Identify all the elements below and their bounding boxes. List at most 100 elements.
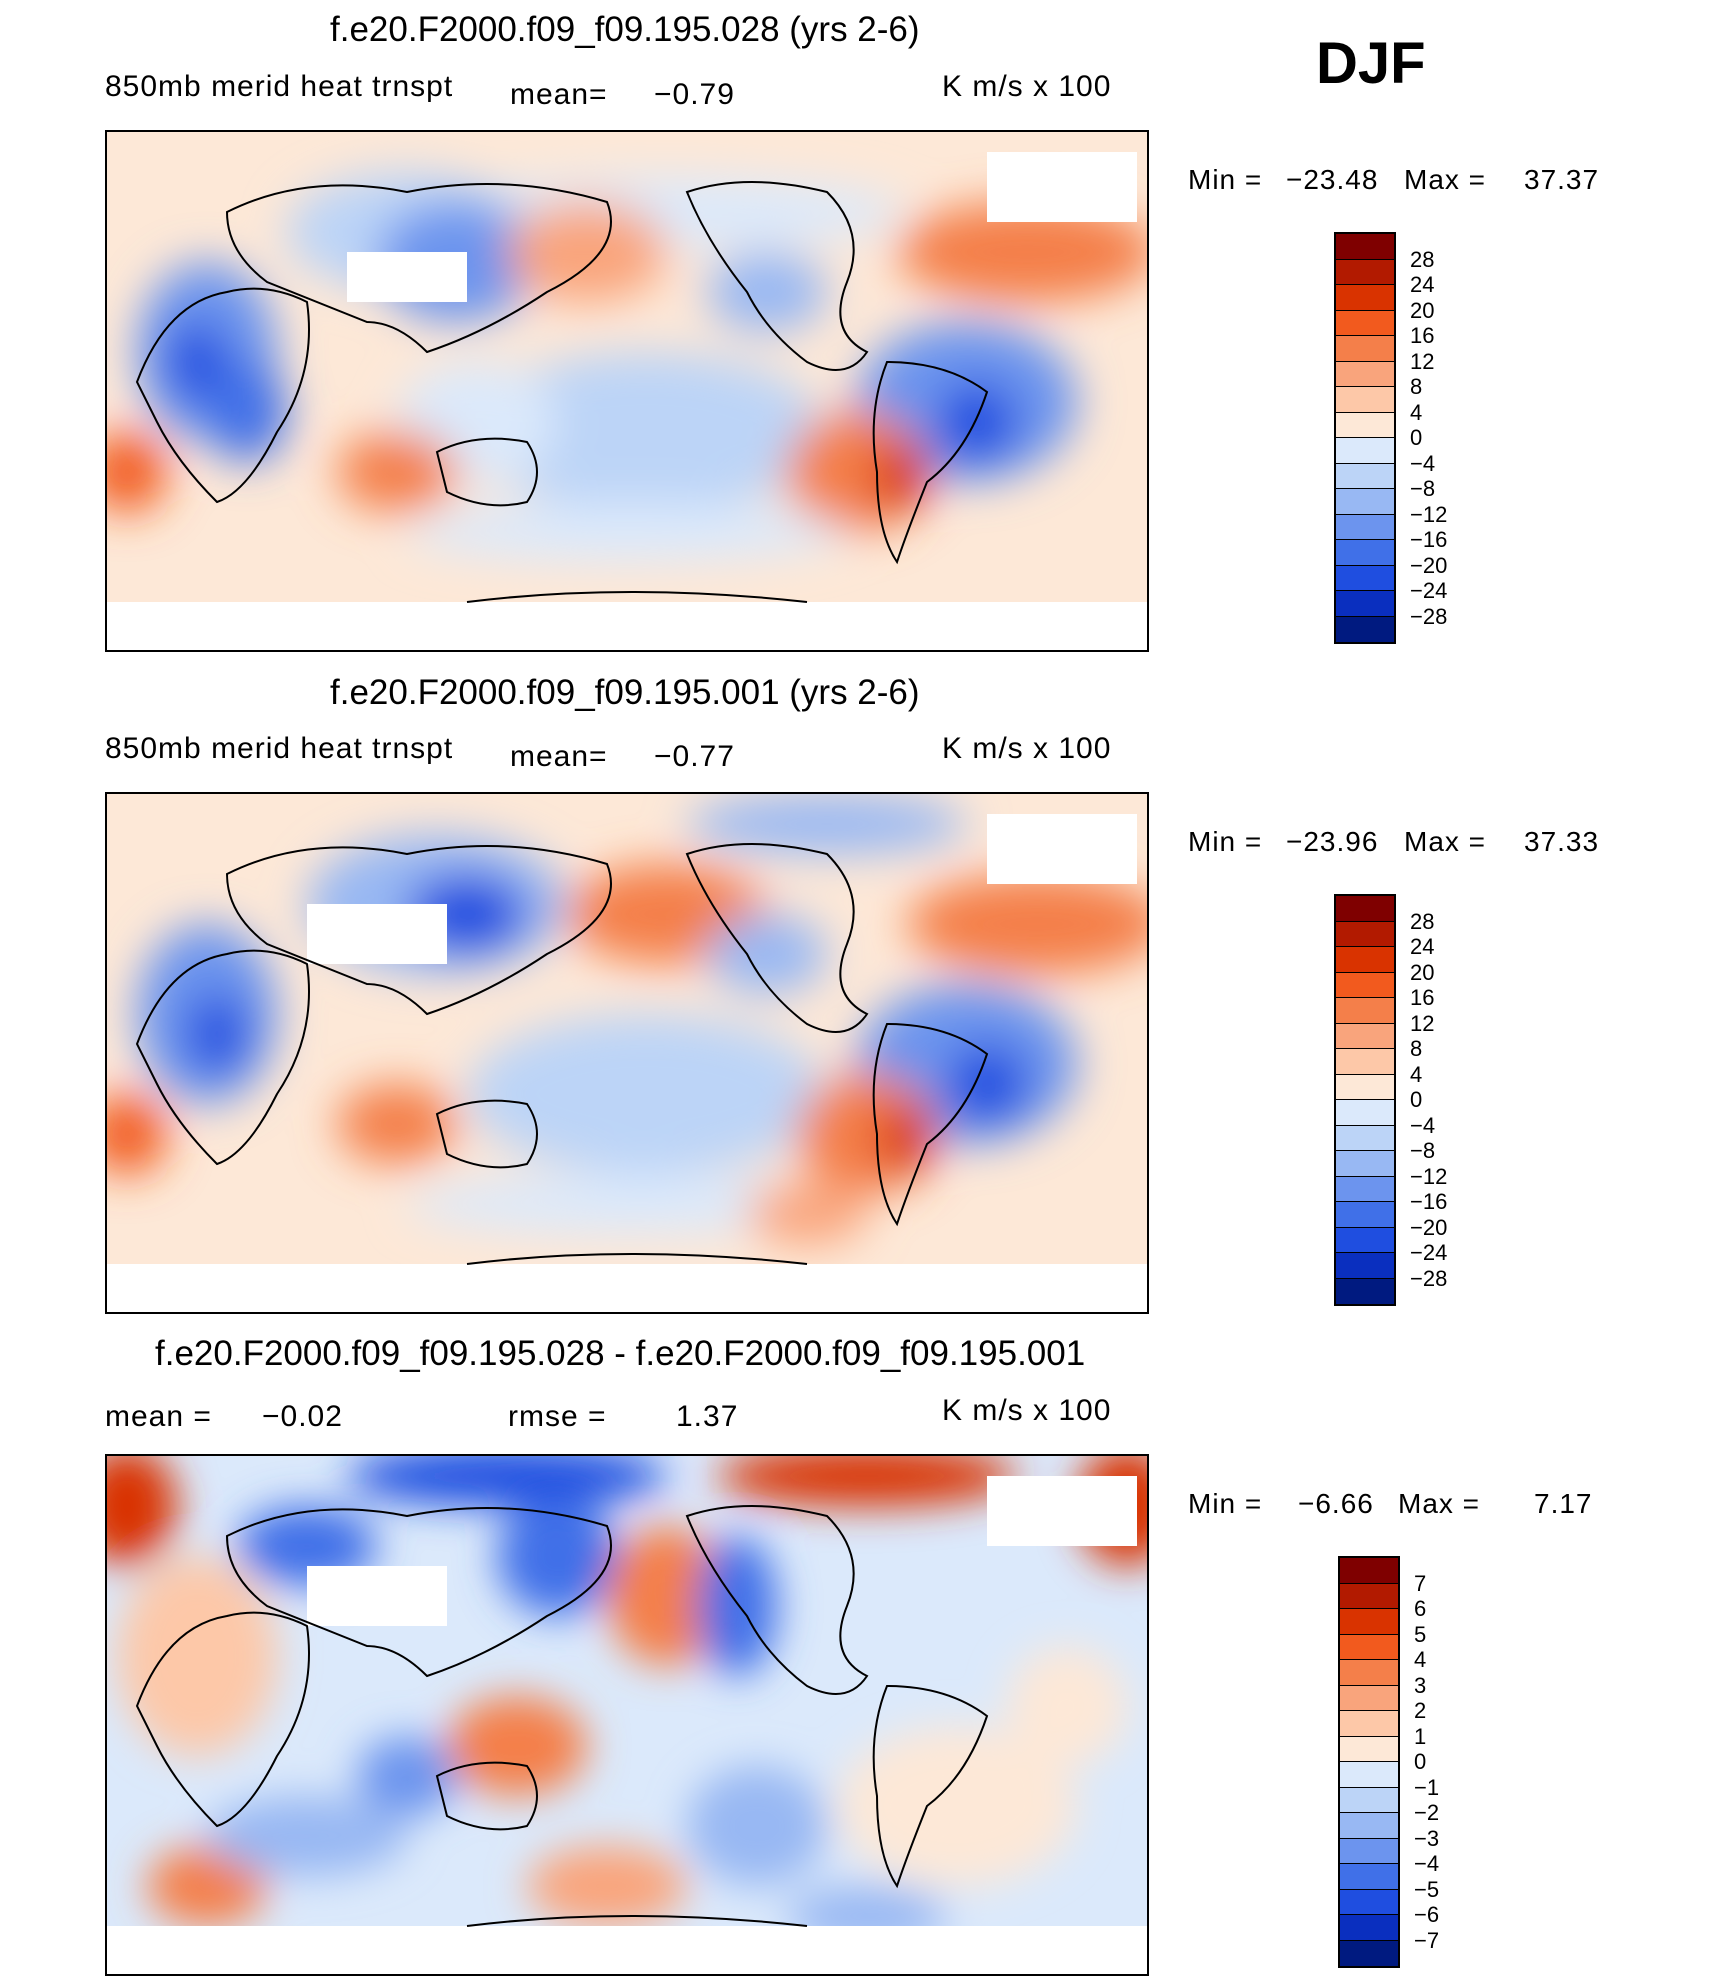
colorbar-tick-label: −5 bbox=[1414, 1876, 1440, 1902]
colorbar-swatch bbox=[1340, 1915, 1398, 1941]
panel2-units: K m/s x 100 bbox=[942, 732, 1112, 765]
colorbar-tick-label: 28 bbox=[1410, 908, 1435, 934]
colorbar-swatch bbox=[1340, 1889, 1398, 1915]
colorbar-swatch bbox=[1336, 616, 1394, 642]
panel2-map bbox=[105, 792, 1149, 1314]
colorbar-swatch bbox=[1336, 1074, 1394, 1100]
colorbar-tick-label: 24 bbox=[1410, 934, 1435, 959]
colorbar-tick-label: −20 bbox=[1410, 552, 1448, 578]
colorbar-swatch bbox=[1336, 1278, 1394, 1304]
colorbar-swatch bbox=[1336, 310, 1394, 336]
colorbar-swatch bbox=[1340, 1787, 1398, 1813]
colorbar-swatch bbox=[1340, 1711, 1398, 1737]
colorbar-swatch bbox=[1336, 1151, 1394, 1177]
panel2-mean-value: −0.77 bbox=[654, 740, 735, 773]
colorbar-swatch bbox=[1336, 1125, 1394, 1151]
colorbar-tick-label: 20 bbox=[1410, 297, 1435, 323]
colorbar-swatch bbox=[1336, 361, 1394, 387]
colorbar-swatch bbox=[1336, 1176, 1394, 1202]
colorbar-tick-label: 12 bbox=[1410, 1010, 1435, 1036]
season-label: DJF bbox=[1316, 31, 1426, 96]
panel1-mean-value: −0.79 bbox=[654, 78, 735, 111]
colorbar-tick-label: −7 bbox=[1414, 1927, 1440, 1953]
colorbar-swatch bbox=[1336, 540, 1394, 566]
colorbar-tick-label: −12 bbox=[1410, 1163, 1448, 1189]
colorbar-tick-label: −4 bbox=[1410, 1112, 1436, 1138]
colorbar-tick-label: −1 bbox=[1414, 1774, 1440, 1800]
panel1-colorbar bbox=[1334, 232, 1396, 644]
panel3-title: f.e20.F2000.f09_f09.195.028 - f.e20.F200… bbox=[155, 1334, 1086, 1373]
colorbar-tick-label: 0 bbox=[1410, 425, 1423, 450]
colorbar-swatch bbox=[1336, 1100, 1394, 1126]
colorbar-swatch bbox=[1336, 1227, 1394, 1253]
panel3-max-value: 7.17 bbox=[1534, 1488, 1593, 1519]
panel1-max-value: 37.37 bbox=[1524, 164, 1600, 195]
panel1-variable: 850mb merid heat trnspt bbox=[105, 70, 454, 103]
colorbar-swatch bbox=[1336, 1202, 1394, 1228]
colorbar-tick-label: −2 bbox=[1414, 1800, 1440, 1825]
colorbar-swatch bbox=[1340, 1940, 1398, 1966]
colorbar-swatch bbox=[1336, 565, 1394, 591]
colorbar-swatch bbox=[1336, 489, 1394, 515]
panel1-units: K m/s x 100 bbox=[942, 70, 1112, 103]
colorbar-tick-label: 5 bbox=[1414, 1621, 1427, 1647]
colorbar-swatch bbox=[1336, 1253, 1394, 1279]
colorbar-swatch bbox=[1340, 1634, 1398, 1660]
colorbar-swatch bbox=[1336, 259, 1394, 285]
colorbar-tick-label: 16 bbox=[1410, 323, 1435, 348]
panel2-variable: 850mb merid heat trnspt bbox=[105, 732, 454, 765]
colorbar-tick-label: 8 bbox=[1410, 1036, 1423, 1061]
panel3-mean-label: mean = bbox=[105, 1400, 212, 1433]
colorbar-swatch bbox=[1340, 1583, 1398, 1609]
panel3-units: K m/s x 100 bbox=[942, 1394, 1112, 1427]
colorbar-tick-label: −12 bbox=[1410, 501, 1448, 527]
panel1-min-value: −23.48 bbox=[1286, 164, 1379, 195]
panel2-min-value: −23.96 bbox=[1286, 826, 1379, 857]
colorbar-swatch bbox=[1340, 1813, 1398, 1839]
colorbar-tick-label: 2 bbox=[1414, 1698, 1427, 1723]
colorbar-swatch bbox=[1336, 1023, 1394, 1049]
colorbar-swatch bbox=[1336, 972, 1394, 998]
panel3-rmse-label: rmse = bbox=[508, 1400, 607, 1433]
colorbar-swatch bbox=[1340, 1609, 1398, 1635]
colorbar-tick-label: −8 bbox=[1410, 476, 1436, 501]
panel3-min-label: Min = bbox=[1188, 1488, 1263, 1519]
colorbar-swatch bbox=[1336, 285, 1394, 311]
colorbar-tick-label: 0 bbox=[1410, 1087, 1423, 1112]
colorbar-swatch bbox=[1340, 1762, 1398, 1788]
colorbar-swatch bbox=[1336, 336, 1394, 362]
panel2-min-label: Min = bbox=[1188, 826, 1263, 857]
colorbar-swatch bbox=[1336, 998, 1394, 1024]
colorbar-swatch bbox=[1336, 1049, 1394, 1075]
colorbar-tick-label: 12 bbox=[1410, 348, 1435, 374]
colorbar-tick-label: −6 bbox=[1414, 1902, 1440, 1927]
colorbar-tick-label: −24 bbox=[1410, 578, 1448, 603]
panel2-title: f.e20.F2000.f09_f09.195.001 (yrs 2-6) bbox=[330, 673, 920, 712]
colorbar-tick-label: −28 bbox=[1410, 603, 1448, 629]
colorbar-swatch bbox=[1336, 921, 1394, 947]
colorbar-tick-label: 4 bbox=[1414, 1647, 1427, 1672]
colorbar-tick-label: −4 bbox=[1414, 1851, 1440, 1876]
colorbar-tick-label: 7 bbox=[1414, 1570, 1427, 1596]
panel1-mean-label: mean= bbox=[510, 78, 608, 111]
colorbar-swatch bbox=[1336, 234, 1394, 260]
colorbar-swatch bbox=[1336, 412, 1394, 438]
panel2-field bbox=[107, 794, 1147, 1312]
colorbar-tick-label: −16 bbox=[1410, 1189, 1448, 1214]
panel3-map bbox=[105, 1454, 1149, 1976]
panel3-mean-value: −0.02 bbox=[262, 1400, 343, 1433]
panel1-max-label: Max = bbox=[1404, 164, 1487, 195]
colorbar-tick-label: −28 bbox=[1410, 1265, 1448, 1291]
colorbar-swatch bbox=[1336, 896, 1394, 922]
colorbar-swatch bbox=[1336, 947, 1394, 973]
panel2-colorbar bbox=[1334, 894, 1396, 1306]
panel1-field bbox=[107, 132, 1147, 650]
colorbar-tick-label: 3 bbox=[1414, 1672, 1427, 1698]
panel3-field bbox=[107, 1456, 1147, 1974]
colorbar-swatch bbox=[1336, 438, 1394, 464]
colorbar-swatch bbox=[1336, 514, 1394, 540]
colorbar-tick-label: 28 bbox=[1410, 246, 1435, 272]
colorbar-swatch bbox=[1340, 1685, 1398, 1711]
colorbar-tick-label: 20 bbox=[1410, 959, 1435, 985]
colorbar-swatch bbox=[1340, 1660, 1398, 1686]
